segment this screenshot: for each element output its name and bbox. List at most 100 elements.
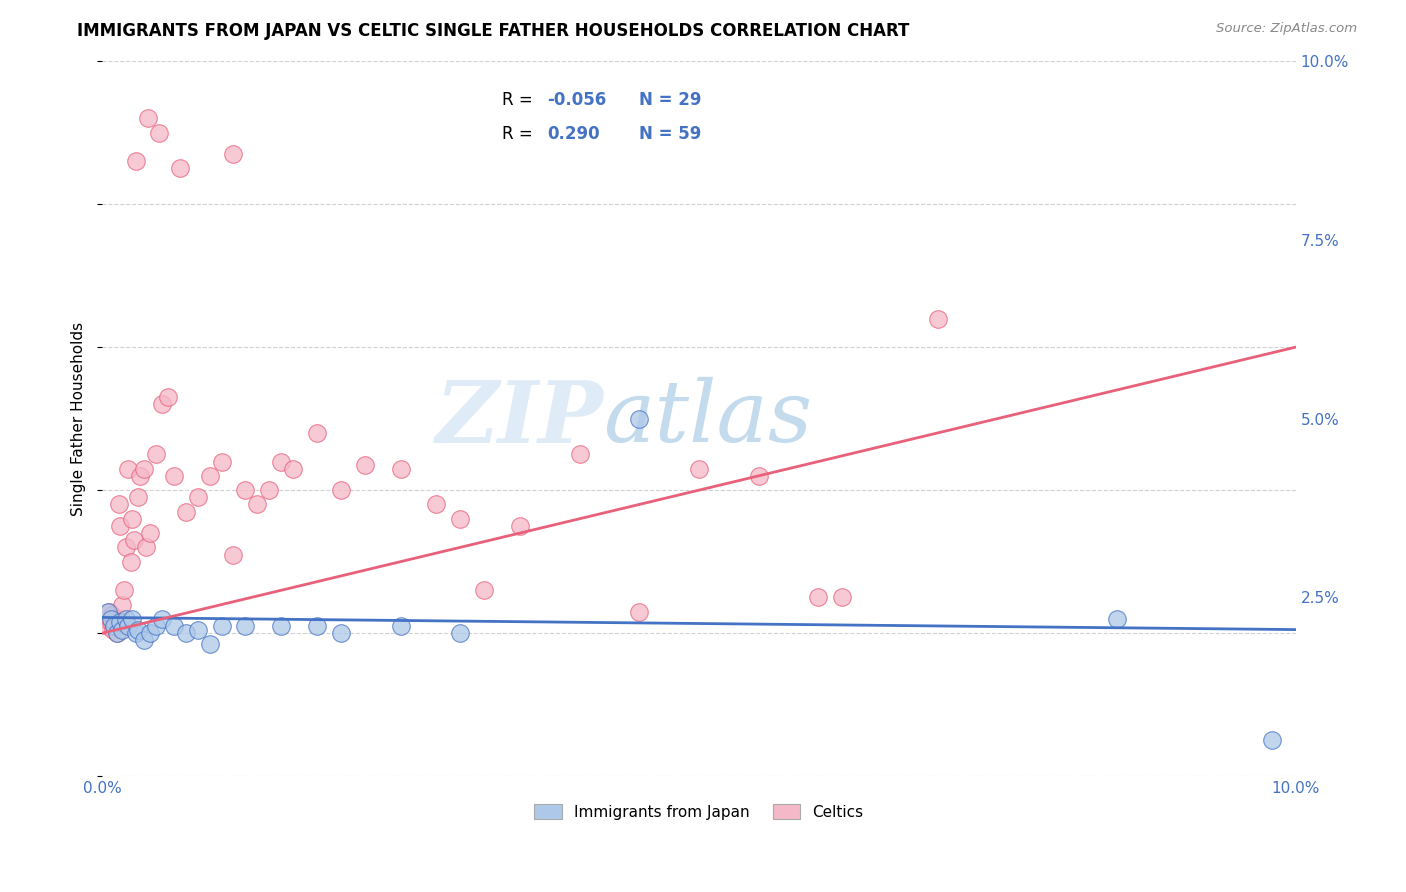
Text: ZIP: ZIP xyxy=(436,377,603,460)
Point xyxy=(174,626,197,640)
Point xyxy=(198,637,221,651)
Point xyxy=(110,612,132,626)
Text: R =: R = xyxy=(502,125,543,143)
Point xyxy=(108,498,131,512)
Text: N = 59: N = 59 xyxy=(640,125,702,143)
Point xyxy=(259,483,281,498)
Point xyxy=(222,548,245,562)
Point xyxy=(136,112,159,126)
Point xyxy=(389,461,412,475)
Point xyxy=(211,619,233,633)
Point xyxy=(97,605,120,619)
Point xyxy=(121,612,143,626)
Text: Source: ZipAtlas.com: Source: ZipAtlas.com xyxy=(1216,22,1357,36)
Text: -0.056: -0.056 xyxy=(547,92,606,110)
Point xyxy=(927,311,949,326)
Point xyxy=(111,598,134,612)
Point xyxy=(748,468,770,483)
Point xyxy=(187,491,209,505)
Point xyxy=(111,623,134,637)
Point xyxy=(270,619,292,633)
Point xyxy=(132,633,155,648)
Point xyxy=(283,461,305,475)
Point xyxy=(100,615,122,630)
Point xyxy=(449,512,471,526)
Point xyxy=(807,591,830,605)
Point xyxy=(169,161,191,176)
Point xyxy=(163,468,186,483)
Point xyxy=(103,619,125,633)
Point xyxy=(198,468,221,483)
Y-axis label: Single Father Households: Single Father Households xyxy=(72,322,86,516)
Point xyxy=(628,605,651,619)
Point xyxy=(688,461,710,475)
Point xyxy=(148,126,170,140)
Point xyxy=(101,623,124,637)
Point xyxy=(121,512,143,526)
Point xyxy=(124,533,146,548)
Point xyxy=(115,541,138,555)
Point xyxy=(150,397,173,411)
Point xyxy=(129,468,152,483)
Point xyxy=(235,619,257,633)
Point xyxy=(211,454,233,468)
Point xyxy=(145,619,167,633)
Point xyxy=(100,612,122,626)
Point xyxy=(96,619,118,633)
Point xyxy=(103,619,125,633)
Text: 0.290: 0.290 xyxy=(547,125,600,143)
Point xyxy=(246,498,269,512)
Point xyxy=(472,583,495,598)
Point xyxy=(108,519,131,533)
Point xyxy=(174,505,197,519)
Point xyxy=(117,619,139,633)
Point xyxy=(139,626,162,640)
Point xyxy=(115,612,138,626)
Point xyxy=(124,626,146,640)
Point xyxy=(120,555,142,569)
Point xyxy=(163,619,186,633)
Point xyxy=(831,591,853,605)
Point xyxy=(305,619,328,633)
Point xyxy=(117,461,139,475)
Point xyxy=(98,605,121,619)
Point xyxy=(628,411,651,425)
Point xyxy=(353,458,375,472)
Point xyxy=(389,619,412,633)
Point xyxy=(112,583,135,598)
Point xyxy=(449,626,471,640)
Point xyxy=(156,390,179,404)
Point xyxy=(329,626,352,640)
Point xyxy=(187,623,209,637)
Point xyxy=(222,147,245,161)
Point xyxy=(270,454,292,468)
Point xyxy=(235,483,257,498)
Point xyxy=(108,615,131,630)
Point xyxy=(100,608,122,623)
Point xyxy=(139,526,162,541)
Point xyxy=(329,483,352,498)
Point xyxy=(124,154,146,169)
Text: R =: R = xyxy=(502,92,538,110)
Point xyxy=(132,461,155,475)
Point xyxy=(568,447,591,461)
Point xyxy=(93,612,115,626)
Point xyxy=(145,447,167,461)
Point xyxy=(509,519,531,533)
Text: IMMIGRANTS FROM JAPAN VS CELTIC SINGLE FATHER HOUSEHOLDS CORRELATION CHART: IMMIGRANTS FROM JAPAN VS CELTIC SINGLE F… xyxy=(77,22,910,40)
Text: atlas: atlas xyxy=(603,377,813,460)
Point xyxy=(1105,612,1128,626)
Point xyxy=(150,612,173,626)
Point xyxy=(105,626,128,640)
Point xyxy=(1260,733,1282,747)
Point xyxy=(127,491,149,505)
Point xyxy=(105,626,128,640)
Point xyxy=(104,612,127,626)
Point xyxy=(305,425,328,440)
Point xyxy=(107,615,129,630)
Point xyxy=(425,498,447,512)
Text: N = 29: N = 29 xyxy=(640,92,702,110)
Legend: Immigrants from Japan, Celtics: Immigrants from Japan, Celtics xyxy=(529,797,869,826)
Point xyxy=(127,623,149,637)
Point xyxy=(135,541,157,555)
